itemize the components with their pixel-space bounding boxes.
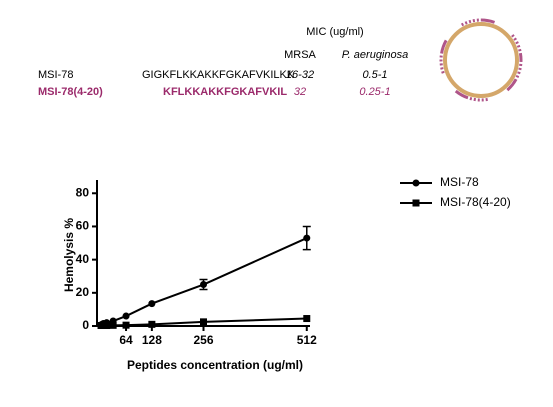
y-tick-label: 60: [76, 219, 90, 233]
y-tick-label: 0: [82, 318, 89, 332]
data-point: [148, 320, 156, 328]
column-header: P. aeruginosa: [342, 49, 408, 61]
legend-label: MSI-78(4-20): [440, 195, 511, 209]
y-tick-label: 40: [76, 252, 90, 266]
y-axis-label: Hemolysis %: [62, 218, 76, 292]
x-tick-label: 128: [142, 333, 162, 347]
peptide-sequence: KFLKKAKKFGKAFVKIL: [163, 86, 287, 98]
data-point: [103, 322, 111, 330]
x-axis-label: Peptides concentration (ug/ml): [127, 358, 303, 372]
y-tick-label: 20: [76, 285, 90, 299]
data-point: [109, 321, 117, 329]
mic-value: 32: [294, 86, 306, 98]
peptide-ring-diagram: [439, 18, 523, 102]
data-point: [200, 281, 207, 289]
table-caption: MIC (ug/ml): [306, 26, 363, 38]
x-tick-label: 512: [297, 333, 317, 347]
legend-marker: [412, 179, 420, 187]
legend-marker: [412, 199, 420, 207]
mic-value: 0.5-1: [362, 69, 387, 81]
y-tick-label: 80: [76, 185, 90, 199]
data-point: [303, 315, 311, 323]
mic-value: 0.25-1: [359, 86, 390, 98]
data-point: [122, 321, 130, 329]
data-point: [148, 300, 156, 308]
data-point: [303, 234, 311, 242]
column-header: MRSA: [284, 49, 316, 61]
peptide-name: MSI-78: [38, 69, 73, 81]
peptide-name: MSI-78(4-20): [38, 86, 103, 98]
data-point: [122, 312, 130, 320]
peptide-sequence: GIGKFLKKAKKFGKAFVKILKK: [142, 69, 295, 81]
mic-value: 16-32: [286, 69, 314, 81]
x-tick-label: 64: [119, 333, 133, 347]
legend-label: MSI-78: [440, 175, 479, 189]
data-point: [200, 318, 207, 326]
x-tick-label: 256: [193, 333, 213, 347]
